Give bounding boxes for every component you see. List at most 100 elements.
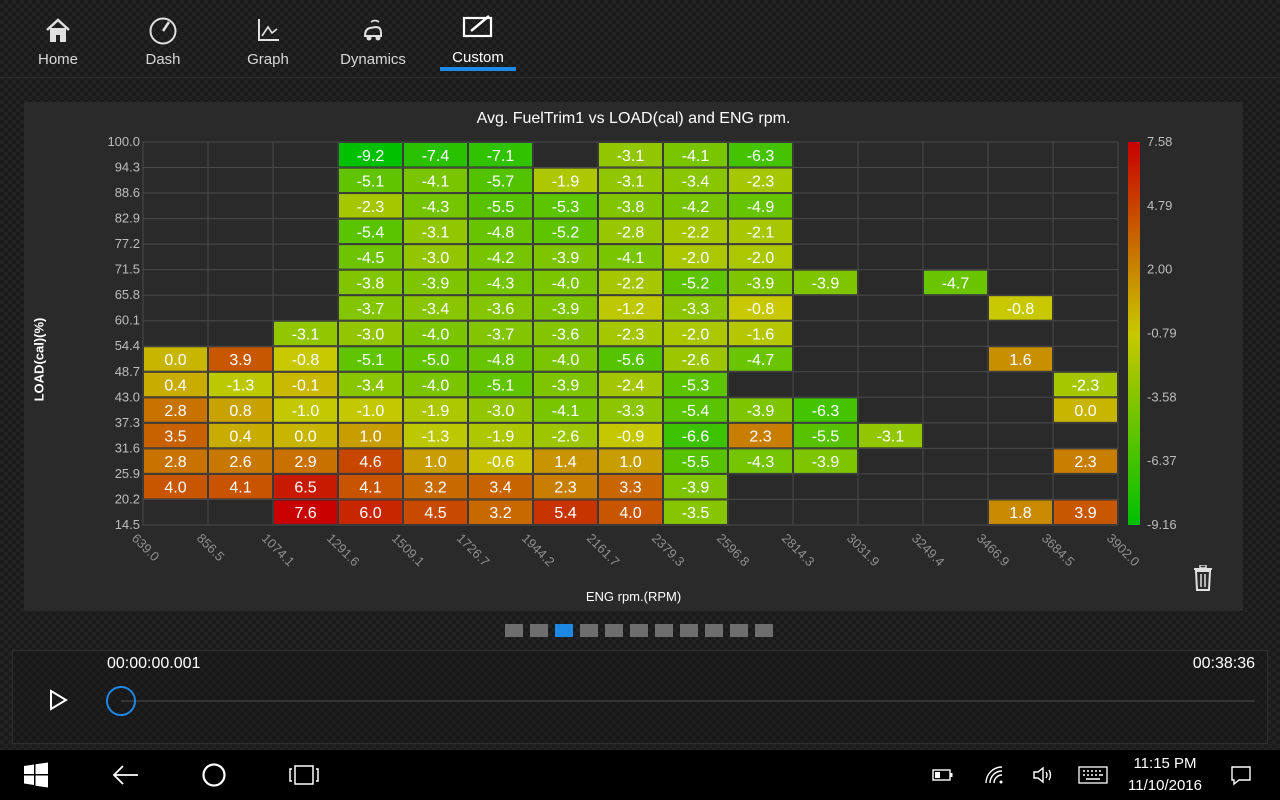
heatmap-cell[interactable] bbox=[794, 423, 857, 448]
heatmap-cell[interactable] bbox=[664, 347, 727, 371]
heatmap-cell[interactable] bbox=[144, 372, 207, 397]
heatmap-cell[interactable] bbox=[339, 398, 402, 422]
page-dot[interactable] bbox=[630, 624, 648, 637]
heatmap-cell[interactable] bbox=[664, 168, 727, 193]
heatmap-cell[interactable] bbox=[274, 423, 337, 448]
heatmap-cell[interactable] bbox=[339, 219, 402, 244]
heatmap-cell[interactable] bbox=[469, 500, 532, 524]
heatmap-cell[interactable] bbox=[989, 296, 1052, 320]
heatmap-cell[interactable] bbox=[404, 449, 467, 473]
notifications-icon[interactable] bbox=[1226, 750, 1256, 800]
heatmap-cell[interactable] bbox=[599, 398, 662, 422]
heatmap-cell[interactable] bbox=[664, 194, 727, 218]
heatmap-cell[interactable] bbox=[1054, 372, 1117, 397]
heatmap-cell[interactable] bbox=[1054, 398, 1117, 422]
nav-dynamics-button[interactable]: Dynamics bbox=[325, 0, 421, 76]
heatmap-cell[interactable] bbox=[469, 270, 532, 295]
heatmap-cell[interactable] bbox=[664, 270, 727, 295]
heatmap-cell[interactable] bbox=[339, 474, 402, 499]
heatmap-cell[interactable] bbox=[404, 143, 467, 167]
heatmap-cell[interactable] bbox=[599, 245, 662, 269]
heatmap-cell[interactable] bbox=[599, 219, 662, 244]
heatmap-cell[interactable] bbox=[339, 372, 402, 397]
heatmap-cell[interactable] bbox=[209, 372, 272, 397]
nav-graph-button[interactable]: Graph bbox=[220, 0, 316, 76]
page-dot[interactable] bbox=[655, 624, 673, 637]
heatmap-cell[interactable] bbox=[729, 398, 792, 422]
heatmap-cell[interactable] bbox=[404, 500, 467, 524]
heatmap-cell[interactable] bbox=[339, 347, 402, 371]
heatmap-cell[interactable] bbox=[989, 500, 1052, 524]
heatmap-cell[interactable] bbox=[729, 321, 792, 346]
heatmap-cell[interactable] bbox=[274, 474, 337, 499]
heatmap-cell[interactable] bbox=[339, 423, 402, 448]
heatmap-cell[interactable] bbox=[859, 423, 922, 448]
heatmap-cell[interactable] bbox=[599, 347, 662, 371]
heatmap-cell[interactable] bbox=[534, 372, 597, 397]
heatmap-cell[interactable] bbox=[664, 474, 727, 499]
heatmap-cell[interactable] bbox=[274, 347, 337, 371]
heatmap-cell[interactable] bbox=[469, 398, 532, 422]
heatmap-cell[interactable] bbox=[469, 423, 532, 448]
heatmap-cell[interactable] bbox=[534, 347, 597, 371]
taskbar-date[interactable]: 11/10/2016 bbox=[1128, 777, 1202, 794]
scrub-handle[interactable] bbox=[106, 686, 136, 716]
network-icon[interactable] bbox=[980, 750, 1010, 800]
heatmap-cell[interactable] bbox=[339, 245, 402, 269]
volume-icon[interactable] bbox=[1028, 750, 1058, 800]
heatmap-cell[interactable] bbox=[599, 449, 662, 473]
heatmap-cell[interactable] bbox=[404, 347, 467, 371]
heatmap-cell[interactable] bbox=[404, 168, 467, 193]
heatmap-cell[interactable] bbox=[534, 270, 597, 295]
heatmap-cell[interactable] bbox=[534, 474, 597, 499]
heatmap-cell[interactable] bbox=[534, 423, 597, 448]
heatmap-cell[interactable] bbox=[404, 245, 467, 269]
heatmap-cell[interactable] bbox=[209, 398, 272, 422]
heatmap-cell[interactable] bbox=[404, 296, 467, 320]
heatmap-cell[interactable] bbox=[469, 219, 532, 244]
trash-icon[interactable] bbox=[1192, 564, 1214, 591]
heatmap-cell[interactable] bbox=[469, 474, 532, 499]
heatmap-cell[interactable] bbox=[339, 194, 402, 218]
heatmap-cell[interactable] bbox=[469, 194, 532, 218]
heatmap-cell[interactable] bbox=[599, 474, 662, 499]
windows-start-icon[interactable] bbox=[14, 750, 58, 800]
scrub-track[interactable] bbox=[121, 700, 1255, 702]
heatmap-cell[interactable] bbox=[469, 245, 532, 269]
page-dot[interactable] bbox=[605, 624, 623, 637]
heatmap-cell[interactable] bbox=[469, 372, 532, 397]
heatmap-cell[interactable] bbox=[469, 321, 532, 346]
battery-icon[interactable] bbox=[928, 750, 958, 800]
heatmap-cell[interactable] bbox=[1054, 449, 1117, 473]
nav-custom-button[interactable]: Custom bbox=[430, 0, 526, 76]
heatmap-cell[interactable] bbox=[144, 474, 207, 499]
heatmap-cell[interactable] bbox=[794, 270, 857, 295]
heatmap-cell[interactable] bbox=[534, 245, 597, 269]
heatmap-cell[interactable] bbox=[729, 219, 792, 244]
task-view-icon[interactable] bbox=[282, 750, 326, 800]
heatmap-cell[interactable] bbox=[729, 449, 792, 473]
heatmap-cell[interactable] bbox=[469, 449, 532, 473]
heatmap-cell[interactable] bbox=[404, 194, 467, 218]
heatmap-cell[interactable] bbox=[339, 296, 402, 320]
heatmap-cell[interactable] bbox=[729, 143, 792, 167]
heatmap-cell[interactable] bbox=[209, 474, 272, 499]
heatmap-cell[interactable] bbox=[404, 270, 467, 295]
heatmap-cell[interactable] bbox=[599, 423, 662, 448]
page-dot[interactable] bbox=[680, 624, 698, 637]
heatmap-cell[interactable] bbox=[664, 423, 727, 448]
page-dot[interactable] bbox=[580, 624, 598, 637]
heatmap-cell[interactable] bbox=[469, 143, 532, 167]
heatmap-cell[interactable] bbox=[534, 168, 597, 193]
heatmap-cell[interactable] bbox=[144, 449, 207, 473]
heatmap-cell[interactable] bbox=[404, 219, 467, 244]
heatmap-cell[interactable] bbox=[599, 168, 662, 193]
heatmap-cell[interactable] bbox=[404, 321, 467, 346]
heatmap-cell[interactable] bbox=[534, 449, 597, 473]
heatmap-cell[interactable] bbox=[339, 321, 402, 346]
page-dot[interactable] bbox=[555, 624, 573, 637]
heatmap-cell[interactable] bbox=[339, 449, 402, 473]
heatmap-cell[interactable] bbox=[1054, 500, 1117, 524]
heatmap-cell[interactable] bbox=[729, 270, 792, 295]
heatmap-cell[interactable] bbox=[469, 296, 532, 320]
